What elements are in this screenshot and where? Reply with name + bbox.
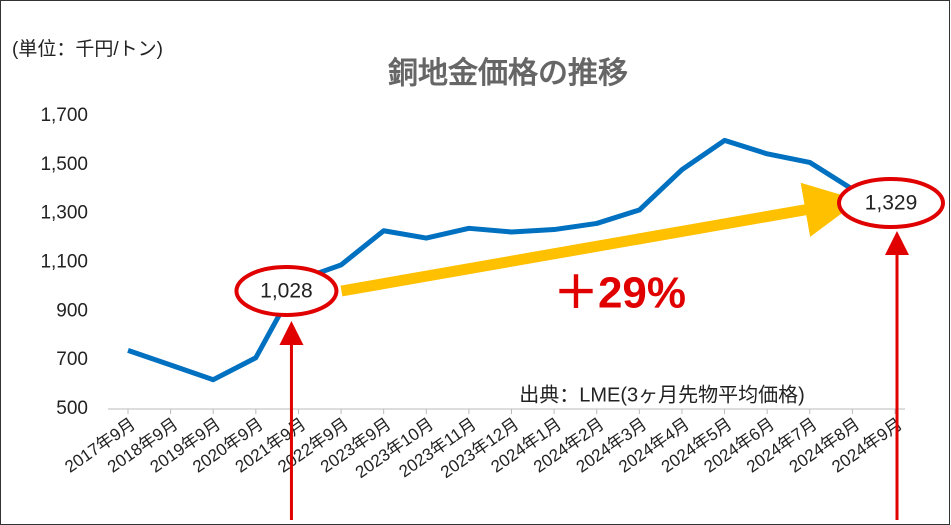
y-tick-label: 1,700: [40, 105, 88, 126]
y-tick-label: 900: [56, 300, 88, 321]
growth-arrow: [340, 182, 860, 297]
y-tick-label: 1,100: [40, 252, 88, 273]
highlight-ellipse: [234, 265, 339, 317]
source-label: 出典：LME(3ヶ月先物平均価格): [519, 383, 805, 406]
data-label: 1,028: [260, 280, 313, 303]
y-tick-label: 700: [56, 349, 88, 370]
y-tick-label: 1,300: [40, 203, 88, 224]
y-tick-label: 500: [56, 398, 88, 419]
change-label: ＋29%: [554, 269, 686, 318]
data-label: 1,329: [865, 192, 918, 215]
unit-label: (単位：千円/トン): [12, 38, 163, 60]
highlight-ellipse: [837, 177, 945, 229]
data-line: [127, 137, 896, 383]
y-tick-label: 1,500: [40, 154, 88, 175]
chart-title: 銅地金価格の推移: [388, 56, 628, 90]
